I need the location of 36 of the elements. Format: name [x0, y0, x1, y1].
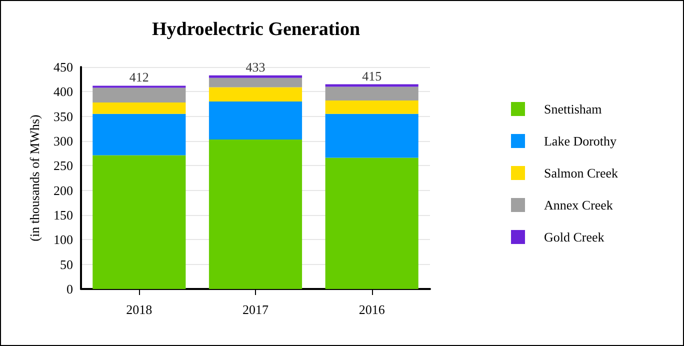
- y-tick-label: 0: [66, 282, 73, 296]
- bar: [208, 78, 302, 88]
- bar: [92, 114, 186, 156]
- bar: [325, 86, 418, 101]
- bar: [325, 158, 418, 289]
- legend-label: Salmon Creek: [544, 166, 618, 180]
- y-tick-label: 200: [54, 182, 73, 198]
- bar: [325, 114, 418, 158]
- legend-label: Annex Creek: [544, 198, 614, 212]
- total-label: 433: [246, 59, 266, 74]
- chart-title: Hydroelectric Generation: [152, 19, 360, 40]
- bar: [92, 102, 186, 114]
- bar: [325, 100, 418, 114]
- x-tick-label: 2016: [358, 302, 386, 317]
- y-tick-label: 400: [54, 84, 73, 100]
- legend-label: Gold Creek: [544, 230, 605, 244]
- bar: [208, 102, 302, 140]
- y-tick-label: 150: [54, 208, 73, 222]
- x-tick-label: 2017: [242, 302, 269, 317]
- y-tick-label: 350: [54, 108, 73, 124]
- bar: [208, 75, 302, 78]
- y-tick-label: 100: [54, 232, 73, 248]
- y-tick-label: 50: [60, 256, 73, 272]
- y-axis-title: (in thousands of MWhs): [27, 114, 42, 242]
- y-tick-label: 250: [54, 158, 73, 174]
- total-label: 415: [362, 68, 382, 84]
- legend-label: Lake Dorothy: [544, 134, 618, 148]
- bar: [208, 87, 302, 102]
- bar: [92, 155, 186, 289]
- legend-label: Snettisham: [544, 102, 602, 116]
- bar: [208, 140, 302, 289]
- x-tick-label: 2018: [126, 302, 152, 317]
- y-tick-label: 300: [54, 134, 73, 148]
- y-tick-label: 450: [54, 60, 73, 74]
- total-label: 412: [129, 70, 149, 85]
- bar: [92, 88, 186, 103]
